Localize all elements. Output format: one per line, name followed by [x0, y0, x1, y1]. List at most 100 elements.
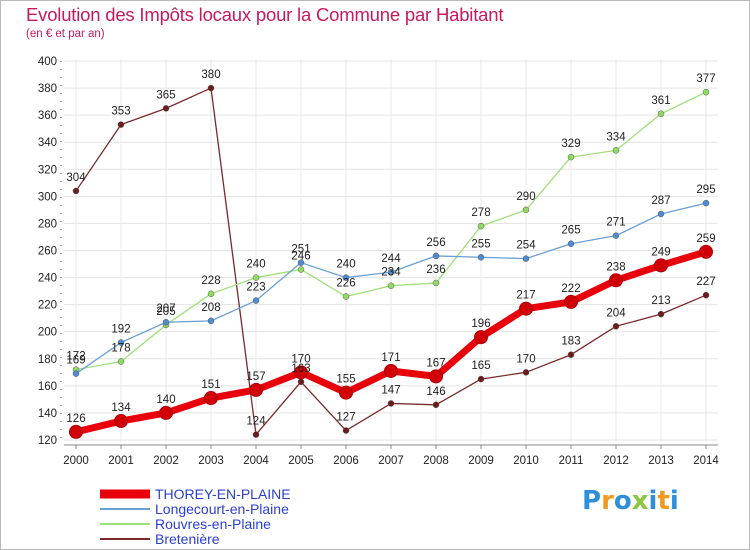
- data-point: [207, 290, 215, 298]
- data-point: [114, 414, 128, 429]
- x-tick-label: 2005: [288, 455, 314, 467]
- data-point: [699, 244, 713, 259]
- data-point: [657, 210, 665, 218]
- data-label: 134: [111, 402, 131, 414]
- y-tick-label: 300: [38, 191, 57, 203]
- data-point: [522, 206, 530, 214]
- data-point: [654, 258, 668, 273]
- data-point: [432, 252, 440, 260]
- data-label: 265: [561, 225, 580, 237]
- y-tick-label: 400: [38, 56, 57, 68]
- data-label: 127: [336, 412, 355, 424]
- data-point: [72, 370, 80, 377]
- data-point: [429, 369, 443, 384]
- data-point: [117, 339, 125, 346]
- data-label: 171: [381, 352, 400, 364]
- data-label: 259: [696, 233, 715, 245]
- data-point: [657, 110, 665, 118]
- data-point: [477, 375, 485, 383]
- data-label: 204: [606, 307, 626, 319]
- data-label: 217: [516, 290, 535, 302]
- data-label: 238: [606, 261, 625, 273]
- data-label: 234: [381, 267, 401, 279]
- data-point: [294, 365, 308, 380]
- data-label: 290: [516, 191, 535, 203]
- data-label: 165: [471, 360, 490, 372]
- data-label: 377: [696, 73, 715, 85]
- data-point: [702, 291, 710, 299]
- data-label: 226: [336, 278, 355, 290]
- data-point: [522, 255, 530, 262]
- y-tick-label: 220: [38, 300, 57, 312]
- data-label: 271: [606, 217, 625, 229]
- data-point: [519, 301, 533, 316]
- logo-letter: i: [648, 486, 658, 516]
- data-point: [339, 385, 353, 400]
- data-point: [609, 273, 623, 288]
- data-label: 249: [651, 246, 670, 258]
- y-tick-label: 200: [38, 327, 57, 339]
- y-tick-label: 140: [38, 408, 57, 420]
- data-label: 255: [471, 238, 490, 250]
- x-tick-label: 2004: [243, 455, 269, 467]
- data-point: [72, 187, 80, 195]
- data-point: [252, 274, 260, 281]
- y-tick-label: 280: [38, 218, 57, 230]
- data-label: 353: [111, 106, 130, 118]
- data-point: [567, 240, 575, 247]
- data-label: 178: [111, 342, 130, 354]
- x-tick-label: 2013: [648, 455, 674, 467]
- data-point: [162, 318, 170, 326]
- data-point: [204, 391, 218, 406]
- data-label: 222: [561, 283, 580, 295]
- data-point: [162, 105, 170, 112]
- data-point: [384, 363, 398, 378]
- data-point: [702, 199, 710, 207]
- x-tick-label: 2000: [63, 455, 89, 467]
- data-label: 236: [426, 264, 445, 276]
- data-label: 361: [651, 95, 670, 107]
- data-label: 169: [66, 355, 85, 367]
- data-label: 256: [426, 237, 445, 249]
- data-label: 155: [336, 374, 355, 386]
- data-point: [252, 297, 260, 304]
- data-label: 254: [516, 240, 536, 252]
- grid: [64, 59, 718, 442]
- x-tick-label: 2003: [198, 455, 224, 467]
- y-tick-label: 160: [38, 381, 57, 393]
- legend-label: Longecourt-en-Plaine: [155, 501, 289, 517]
- x-tick-label: 2012: [603, 455, 629, 467]
- axes: 120 140 160 180 200 220 240 260 280 300 320 340 360 3…: [38, 56, 720, 467]
- data-point: [432, 279, 440, 287]
- data-point: [117, 358, 125, 365]
- data-label: 170: [516, 353, 535, 365]
- y-tick-label: 360: [38, 110, 57, 122]
- data-point: [522, 369, 530, 376]
- data-point: [159, 405, 173, 420]
- data-label: 278: [471, 207, 490, 219]
- x-tick-label: 2002: [153, 455, 179, 467]
- legend-label: THOREY-EN-PLAINE: [155, 486, 291, 502]
- data-point: [387, 400, 395, 407]
- data-point: [612, 323, 620, 330]
- data-label: 244: [381, 253, 401, 265]
- data-point: [564, 294, 578, 309]
- data-label: 380: [201, 69, 220, 81]
- data-label: 147: [381, 384, 400, 396]
- x-tick-label: 2006: [333, 455, 359, 467]
- data-label: 240: [246, 259, 265, 271]
- data-point: [477, 254, 485, 261]
- data-point: [342, 427, 350, 434]
- data-label: 213: [651, 295, 670, 307]
- data-point: [297, 266, 305, 273]
- data-point: [477, 222, 485, 230]
- data-label: 246: [291, 250, 310, 262]
- data-point: [702, 88, 710, 96]
- legend-label: Bretenière: [155, 531, 220, 547]
- x-tick-label: 2008: [423, 455, 449, 467]
- x-tick-label: 2014: [693, 455, 719, 467]
- proxiti-logo: Proxiti: [582, 486, 679, 516]
- y-tick-label: 320: [38, 164, 57, 176]
- data-label: 146: [426, 386, 445, 398]
- data-point: [474, 330, 488, 345]
